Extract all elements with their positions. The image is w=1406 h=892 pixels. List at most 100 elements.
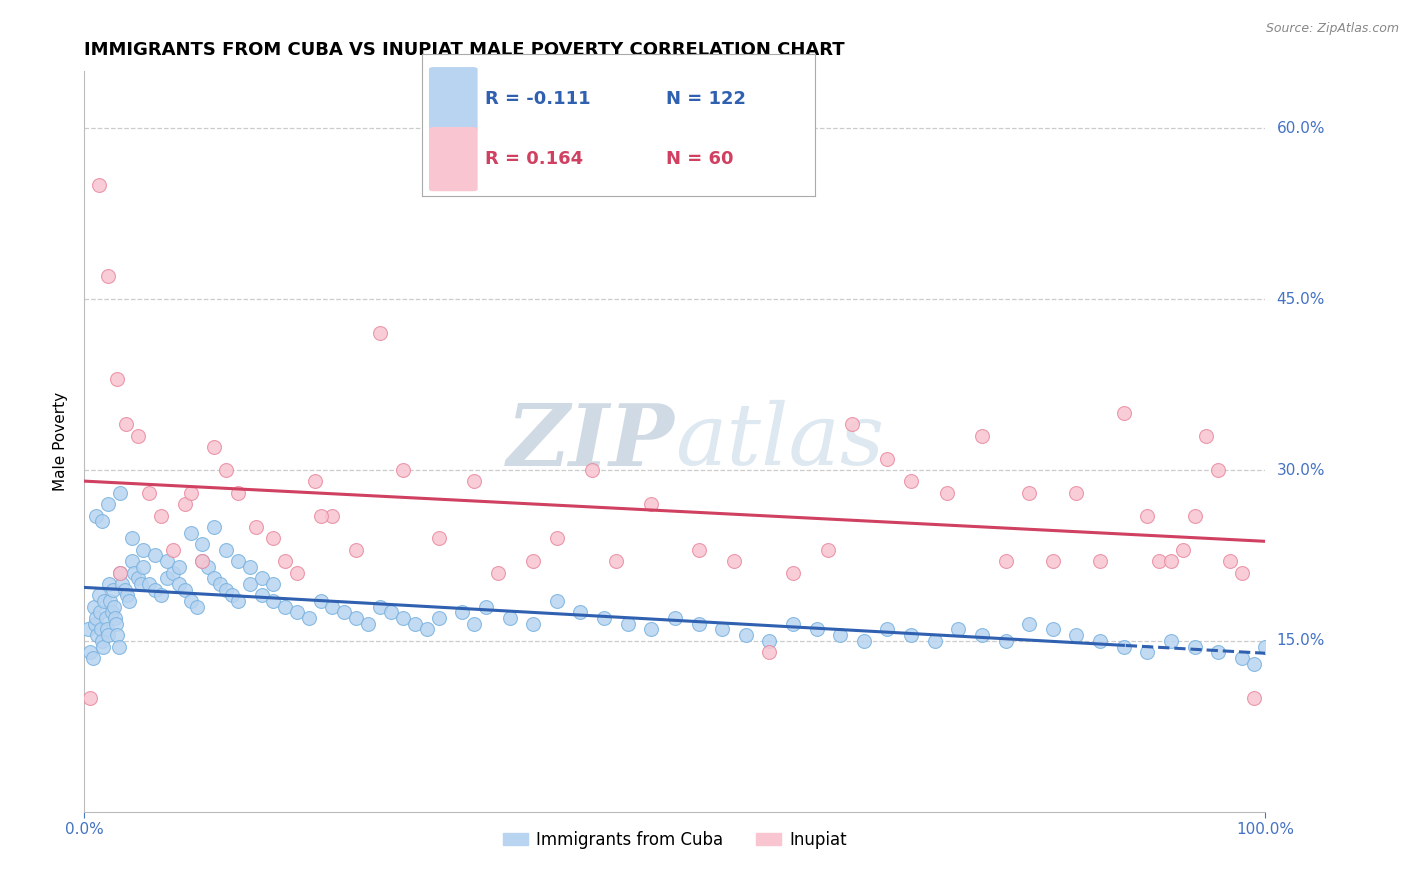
Point (250, 588, 273, 602)
Point (105, 616, 128, 631)
Point (274, 554, 297, 568)
Point (321, 599, 343, 614)
Point (616, 616, 638, 631)
Point (103, 599, 125, 614)
Point (107, 640, 129, 654)
Point (84, 611, 107, 625)
Point (1088, 633, 1111, 648)
Text: R = -0.111: R = -0.111 (485, 90, 591, 108)
Point (107, 628, 129, 642)
Point (806, 623, 828, 637)
Legend: Immigrants from Cuba, Inupiat: Immigrants from Cuba, Inupiat (496, 824, 853, 855)
Point (114, 582, 136, 597)
Text: R = 0.164: R = 0.164 (485, 150, 583, 168)
Point (1066, 485, 1088, 500)
Point (392, 611, 415, 625)
Y-axis label: Male Poverty: Male Poverty (53, 392, 69, 491)
Point (150, 508, 173, 523)
Point (98, 594, 121, 608)
Point (309, 594, 332, 608)
Point (1230, 566, 1253, 580)
Point (1254, 640, 1277, 654)
Point (191, 537, 214, 551)
Text: Source: ZipAtlas.com: Source: ZipAtlas.com (1265, 22, 1399, 36)
Point (79, 645, 101, 659)
Point (82, 651, 104, 665)
Point (127, 571, 149, 585)
Point (127, 429, 149, 443)
Point (1136, 645, 1159, 659)
Point (262, 532, 284, 546)
Point (1243, 657, 1265, 671)
Point (1088, 554, 1111, 568)
Point (226, 594, 249, 608)
Point (79, 690, 101, 705)
Point (970, 628, 993, 642)
Point (87, 588, 110, 602)
Point (143, 582, 166, 597)
Point (191, 554, 214, 568)
Point (239, 577, 262, 591)
Point (186, 599, 208, 614)
Point (167, 577, 190, 591)
Point (569, 606, 592, 620)
Point (994, 633, 1017, 648)
Point (309, 508, 332, 523)
Point (226, 485, 249, 500)
Point (132, 559, 155, 574)
Point (1230, 651, 1253, 665)
Point (118, 594, 141, 608)
Point (817, 542, 839, 557)
Point (121, 532, 143, 546)
Point (664, 611, 686, 625)
Point (1160, 554, 1182, 568)
Point (262, 594, 284, 608)
Point (104, 611, 127, 625)
Point (758, 633, 780, 648)
Point (852, 633, 875, 648)
Point (900, 628, 922, 642)
Point (900, 475, 922, 489)
FancyBboxPatch shape (430, 68, 477, 130)
Point (114, 417, 136, 432)
Point (91, 514, 114, 528)
Point (250, 571, 273, 585)
Point (344, 542, 367, 557)
Text: N = 122: N = 122 (666, 90, 745, 108)
Point (640, 623, 662, 637)
Point (96, 623, 118, 637)
Text: 30.0%: 30.0% (1277, 463, 1324, 477)
Point (215, 463, 238, 477)
Point (162, 542, 184, 557)
Point (1206, 463, 1229, 477)
Point (121, 554, 143, 568)
Point (970, 429, 993, 443)
Text: 45.0%: 45.0% (1277, 292, 1324, 307)
Point (475, 599, 498, 614)
Point (935, 485, 957, 500)
Point (605, 554, 627, 568)
Point (101, 582, 124, 597)
Point (197, 559, 219, 574)
Point (180, 594, 202, 608)
Point (1112, 640, 1135, 654)
Point (115, 588, 138, 602)
Point (1112, 406, 1135, 420)
Point (486, 566, 509, 580)
Point (498, 611, 520, 625)
Point (191, 554, 214, 568)
Point (1018, 616, 1040, 631)
Point (368, 599, 391, 614)
Point (162, 566, 184, 580)
Point (132, 542, 155, 557)
Point (1171, 542, 1194, 557)
Point (91, 633, 114, 648)
Point (86, 628, 108, 642)
Point (1136, 508, 1159, 523)
Point (156, 571, 179, 585)
Point (404, 616, 426, 631)
Point (392, 463, 415, 477)
Point (209, 577, 232, 591)
Text: 60.0%: 60.0% (1277, 120, 1324, 136)
Point (90, 623, 112, 637)
